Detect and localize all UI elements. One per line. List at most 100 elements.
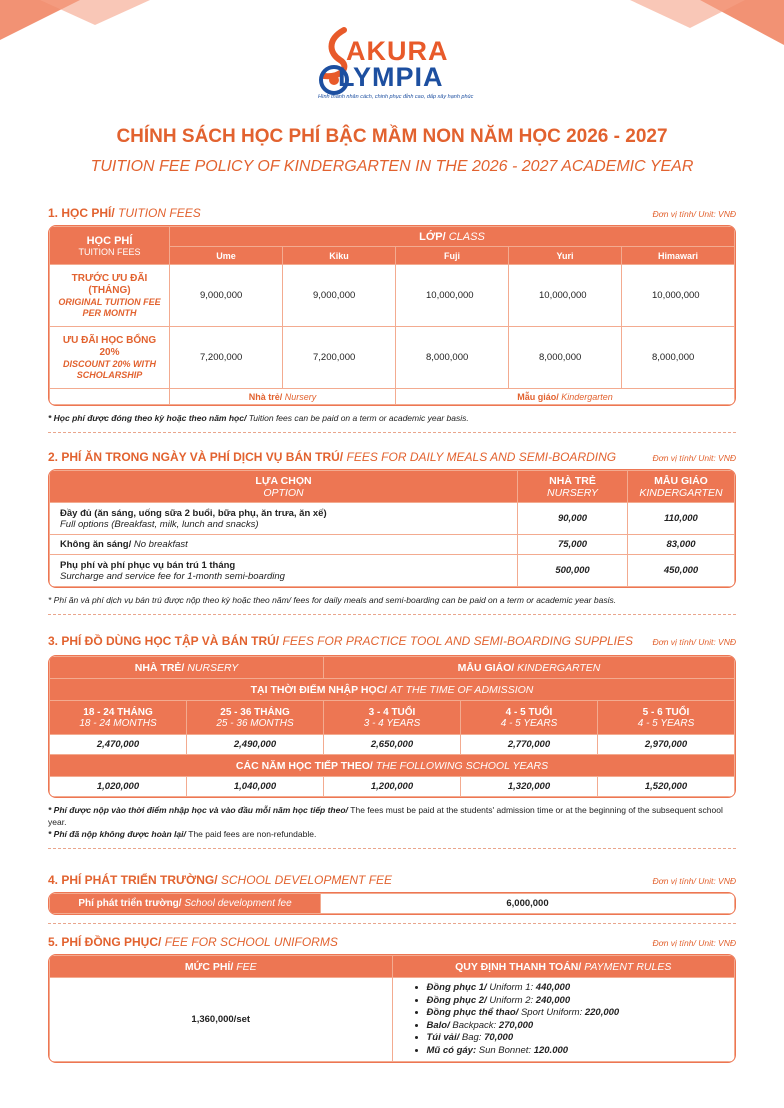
value: 1,040,000 bbox=[186, 776, 324, 797]
title: CHÍNH SÁCH HỌC PHÍ BẬC MẦM NON NĂM HỌC 2… bbox=[116, 126, 668, 147]
note-vi: * Phí được nộp vào thời điểm nhập học và… bbox=[48, 805, 348, 815]
section-supplies: 3. PHÍ ĐỒ DÙNG HỌC TẬP VÀ BÁN TRÚ/ FEES … bbox=[48, 634, 736, 849]
class-name: Himawari bbox=[621, 246, 735, 265]
value: 110,000 bbox=[627, 502, 735, 535]
row-label: TRƯỚC ƯU ĐÃI (THÁNG) ORIGINAL TUITION FEE… bbox=[49, 264, 170, 327]
row: 1,360,000/setĐồng phục 1/ Uniform 1: 440… bbox=[49, 977, 735, 1062]
heading: 2. PHÍ ĂN TRONG NGÀY VÀ PHÍ DỊCH VỤ BÁN … bbox=[48, 450, 344, 464]
band-header: TẠI THỜI ĐIỂM NHẬP HỌC/ AT THE TIME OF A… bbox=[49, 678, 735, 701]
label: 4 - 5 TUỔI bbox=[505, 706, 553, 718]
row: Không ăn sáng/ No breakfast 75,000 83,000 bbox=[49, 534, 735, 555]
section-uniforms: 5. PHÍ ĐỒNG PHỤC/ FEE FOR SCHOOL UNIFORM… bbox=[48, 935, 736, 1063]
item-price: 240,000 bbox=[535, 994, 571, 1006]
label-en: 3 - 4 YEARS bbox=[363, 717, 421, 729]
item-name-en: Bag: bbox=[461, 1032, 482, 1043]
item-name: Mũ có gáy: bbox=[426, 1044, 477, 1056]
value: 9,000,000 bbox=[169, 264, 283, 327]
rule-list: Đồng phục 1/ Uniform 1: 440,000Đồng phục… bbox=[393, 978, 735, 1061]
corner-decoration bbox=[0, 0, 784, 45]
header-cell: MỨC PHÍ/ FEE bbox=[49, 955, 393, 978]
item-name: Balo/ bbox=[426, 1019, 450, 1031]
item-name: Đồng phục 1/ bbox=[426, 982, 487, 993]
label: Phí phát triển trường/ bbox=[78, 898, 182, 909]
logo-top: AKURA bbox=[346, 36, 449, 66]
label: Không ăn sáng/ bbox=[60, 539, 132, 550]
value: 83,000 bbox=[627, 534, 735, 555]
row: 1,020,000 1,040,000 1,200,000 1,320,000 1,52… bbox=[49, 776, 735, 797]
note: * Phí được nộp vào thời điểm nhập học và… bbox=[48, 804, 736, 828]
label: TRƯỚC ƯU ĐÃI (THÁNG) bbox=[71, 272, 148, 296]
label: QUY ĐỊNH THANH TOÁN/ bbox=[455, 960, 582, 973]
note-vi: * Phí đã nộp không được hoàn lại/ bbox=[48, 829, 186, 839]
label-en: DISCOUNT 20% WITH SCHOLARSHIP bbox=[62, 358, 156, 380]
header-cell: HỌC PHÍ TUITION FEES bbox=[49, 226, 170, 265]
label-en: PAYMENT RULES bbox=[584, 960, 672, 973]
label: TẠI THỜI ĐIỂM NHẬP HỌC/ bbox=[250, 683, 388, 696]
age-header: 18 - 24 THÁNG 18 - 24 MONTHS bbox=[49, 700, 187, 735]
label: NHÀ TRẺ/ bbox=[134, 661, 185, 674]
rule-item: Túi vải/ Bag: 70,000 bbox=[427, 1032, 735, 1045]
value: 2,490,000 bbox=[186, 734, 324, 755]
row: NHÀ TRẺ/ NURSERY MẪU GIÁO/ KINDERGARTEN bbox=[49, 656, 735, 679]
label: 18 - 24 THÁNG bbox=[83, 706, 153, 718]
rule-item: Đồng phục thể thao/ Sport Uniform: 220,0… bbox=[427, 1007, 735, 1020]
value: 10,000,000 bbox=[395, 264, 509, 327]
heading-en: SCHOOL DEVELOPMENT FEE bbox=[220, 873, 393, 887]
header-cell: MẪU GIÁO KINDERGARTEN bbox=[627, 470, 735, 503]
heading-en: FEES FOR PRACTICE TOOL AND SEMI-BOARDING… bbox=[282, 634, 633, 648]
row: 2,470,000 2,490,000 2,650,000 2,770,000 2,97… bbox=[49, 734, 735, 755]
unit-note: Đơn vị tính/ Unit: VNĐ bbox=[652, 453, 736, 463]
label-en: Surcharge and service fee for 1-month se… bbox=[60, 570, 285, 582]
label-en: NURSERY bbox=[547, 486, 598, 499]
label-en: Full options (Breakfast, milk, lunch and… bbox=[60, 518, 259, 530]
label: LỰA CHỌN bbox=[255, 474, 312, 487]
item-name: Đồng phục 2/ bbox=[426, 994, 487, 1006]
value: 6,000,000 bbox=[320, 893, 735, 914]
unit-note: Đơn vị tính/ Unit: VNĐ bbox=[652, 938, 736, 948]
item-price: 270,000 bbox=[498, 1019, 534, 1031]
label: CÁC NĂM HỌC TIẾP THEO/ bbox=[235, 759, 373, 772]
group-header: NHÀ TRẺ/ NURSERY bbox=[49, 656, 324, 679]
label-en: OPTION bbox=[263, 486, 304, 499]
label: 25 - 36 THÁNG bbox=[220, 706, 290, 718]
unit-note: Đơn vị tính/ Unit: VNĐ bbox=[652, 209, 736, 219]
value: 1,520,000 bbox=[597, 776, 735, 797]
tagline: Hình thành nhân cách, chinh phục đỉnh ca… bbox=[318, 94, 474, 100]
note: * Học phí được đóng theo kỳ hoặc theo nă… bbox=[48, 412, 736, 424]
value: 1,320,000 bbox=[460, 776, 598, 797]
label: 5 - 6 TUỔI bbox=[642, 706, 690, 718]
rule-item: Đồng phục 1/ Uniform 1: 440,000 bbox=[427, 982, 735, 995]
age-header: 4 - 5 TUỔI 4 - 5 YEARS bbox=[460, 700, 598, 735]
row: TRƯỚC ƯU ĐÃI (THÁNG) ORIGINAL TUITION FEE… bbox=[49, 264, 735, 327]
heading-en: TUITION FEES bbox=[118, 206, 201, 220]
table-frame: LỰA CHỌN OPTION NHÀ TRẺ NURSERY MẪU GIÁO KIND… bbox=[48, 469, 736, 588]
age-header: 3 - 4 TUỔI 3 - 4 YEARS bbox=[323, 700, 461, 735]
label: MẪU GIÁO/ bbox=[457, 661, 515, 674]
item-price: 70,000 bbox=[484, 1032, 514, 1043]
label: NHÀ TRẺ bbox=[549, 474, 596, 487]
label: Đầy đủ (ăn sáng, uống sữa 2 buổi, bữa ph… bbox=[60, 507, 327, 519]
heading-en: FEE FOR SCHOOL UNIFORMS bbox=[164, 935, 338, 949]
label-en: No breakfast bbox=[133, 539, 188, 550]
row: LỰA CHỌN OPTION NHÀ TRẺ NURSERY MẪU GIÁO KIND… bbox=[49, 470, 735, 503]
subtitle: TUITION FEE POLICY OF KINDERGARTEN IN TH… bbox=[90, 158, 694, 175]
label: LỚP/ bbox=[419, 230, 446, 243]
note-en: fees for daily meals and semi-boarding c… bbox=[293, 595, 617, 605]
class-name: Yuri bbox=[508, 246, 622, 265]
row: TẠI THỜI ĐIỂM NHẬP HỌC/ AT THE TIME OF A… bbox=[49, 678, 735, 701]
divider bbox=[48, 614, 736, 615]
table-frame: Phí phát triển trường/ School developmen… bbox=[48, 892, 736, 915]
table-frame: MỨC PHÍ/ FEE QUY ĐỊNH THANH TOÁN/ PAYMENT… bbox=[48, 954, 736, 1063]
header-cell: LỚP/ CLASS bbox=[169, 226, 735, 247]
header-cell: LỰA CHỌN OPTION bbox=[49, 470, 518, 503]
divider bbox=[48, 432, 736, 433]
row: Phụ phí và phí phục vụ bán trú 1 tháng Su… bbox=[49, 554, 735, 587]
table-frame: HỌC PHÍ TUITION FEES LỚP/ CLASS Ume Kiku Fuji… bbox=[48, 225, 736, 406]
value: 8,000,000 bbox=[395, 326, 509, 389]
value: 2,650,000 bbox=[323, 734, 461, 755]
class-name: Kiku bbox=[282, 246, 396, 265]
label-en: AT THE TIME OF ADMISSION bbox=[390, 683, 534, 696]
value: 450,000 bbox=[627, 554, 735, 587]
